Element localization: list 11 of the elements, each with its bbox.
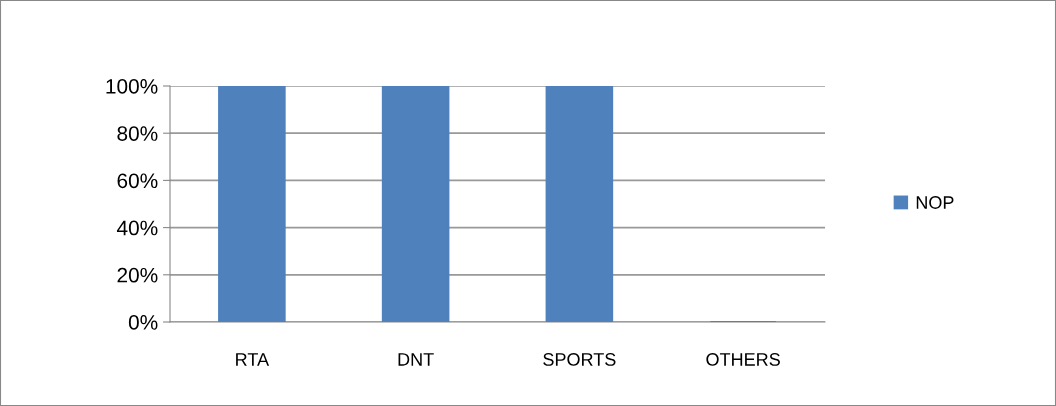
legend-label: NOP [916, 196, 954, 209]
x-tick-label: OTHERS [706, 353, 780, 366]
y-tick-label: 60% [117, 173, 158, 189]
y-tick-label: 40% [116, 220, 158, 236]
y-tick-label: 0% [128, 315, 158, 330]
x-tick-label: SPORTS [543, 353, 616, 366]
x-tick-label: RTA [236, 353, 270, 366]
y-tick-label: 80% [117, 126, 158, 141]
y-tick-label: 20% [117, 267, 158, 283]
x-tick-label: DNT [398, 353, 434, 366]
y-tick-label: 100% [106, 79, 158, 94]
